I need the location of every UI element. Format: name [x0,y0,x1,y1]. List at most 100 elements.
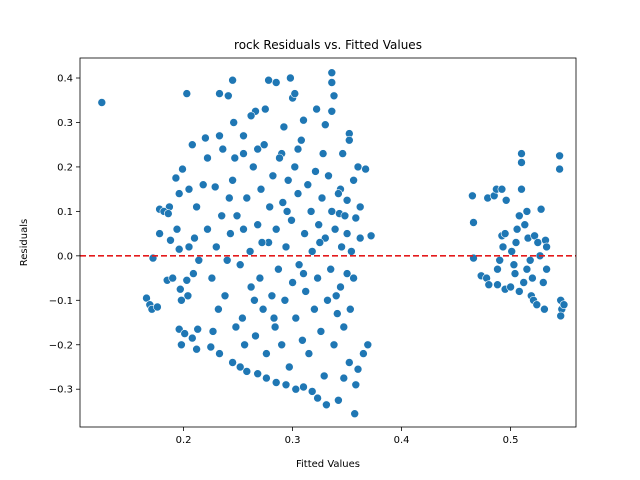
data-point-77 [192,344,201,354]
data-point-183 [250,295,259,305]
data-point-186 [282,207,292,216]
data-point-34 [293,144,303,154]
y-axis-ticks: −0.3 −0.2 −0.1 0.0 0.1 0.2 0.3 0.4 [49,74,80,396]
data-point-238 [514,287,524,296]
data-point-168 [326,264,336,274]
data-point-31 [239,149,248,158]
data-point-73 [180,329,189,338]
data-point-206 [498,242,508,252]
data-point-93 [350,409,360,419]
data-point-133 [268,171,278,181]
data-point-135 [271,224,281,234]
data-point-245 [556,311,566,321]
points-layer [97,68,569,419]
data-point-118 [240,340,249,350]
data-point-62 [182,275,192,285]
data-point-61 [189,269,198,278]
data-point-78 [206,342,216,352]
data-point-116 [235,260,245,270]
data-point-166 [323,295,332,305]
data-point-86 [281,380,291,390]
data-point-171 [330,224,340,234]
data-point-170 [329,340,339,350]
data-point-230 [536,204,546,214]
data-point-181 [231,322,241,332]
data-point-184 [257,238,267,247]
y-tick-label-1: −0.2 [49,340,73,351]
data-point-161 [314,220,324,229]
data-point-8 [271,78,281,87]
x-axis-ticks: 0.2 0.3 0.4 0.5 [176,427,519,446]
data-point-92 [334,395,343,405]
data-point-167 [324,171,333,181]
data-point-35 [318,149,328,158]
y-tick-label-3: 0.0 [57,251,73,262]
data-point-29 [218,144,228,154]
data-point-104 [342,196,352,205]
x-axis-label: Fitted Values [296,459,360,470]
data-point-82 [242,367,252,376]
data-point-208 [493,264,502,274]
data-point-126 [256,184,266,194]
data-point-147 [291,313,301,323]
data-point-45 [210,182,220,192]
x-tick-label-0: 0.2 [176,435,192,446]
data-point-76 [177,340,186,350]
data-point-227 [532,300,542,310]
data-point-58 [190,233,199,243]
data-point-229 [533,238,543,247]
y-tick-label-6: 0.3 [57,118,73,129]
data-point-21 [239,131,248,141]
data-point-153 [301,287,311,296]
data-point-83 [253,369,263,379]
data-point-90 [313,393,322,403]
data-point-220 [520,220,530,229]
data-point-156 [306,207,316,216]
data-point-122 [249,162,258,172]
data-point-53 [172,224,182,234]
data-point-219 [517,158,526,167]
data-point-5 [327,68,337,77]
data-point-106 [342,229,352,238]
data-point-85 [271,378,281,387]
data-point-36 [338,149,348,158]
data-point-12 [329,91,339,101]
data-point-131 [265,202,275,212]
data-point-6 [215,89,224,98]
data-point-121 [246,282,256,292]
data-point-178 [342,269,352,278]
data-point-67 [168,273,177,283]
data-point-123 [251,331,260,341]
data-point-14 [260,104,270,114]
data-point-95 [339,373,349,383]
data-point-71 [153,302,162,312]
data-point-138 [277,340,287,350]
data-point-43 [184,184,194,194]
data-point-103 [355,202,365,212]
data-point-193 [468,191,477,201]
data-point-202 [497,184,507,194]
x-tick-label-1: 0.3 [285,435,301,446]
data-point-192 [347,247,356,256]
data-point-56 [174,244,184,254]
data-point-164 [319,371,329,381]
data-point-216 [514,211,524,221]
data-point-125 [255,273,265,283]
data-point-117 [238,313,247,323]
data-point-241 [555,151,564,161]
data-point-28 [203,153,212,163]
data-point-144 [287,216,296,225]
data-point-17 [327,107,337,116]
y-tick-label-7: 0.4 [57,74,73,85]
data-point-107 [203,224,212,234]
data-point-0 [97,98,107,107]
data-point-217 [517,184,526,194]
data-point-109 [207,273,217,283]
data-point-30 [230,153,240,163]
x-tick-label-3: 0.5 [503,435,519,446]
data-point-175 [337,242,346,252]
data-point-94 [351,380,361,390]
data-point-89 [307,387,317,396]
data-point-55 [166,236,175,245]
data-point-213 [509,260,519,270]
